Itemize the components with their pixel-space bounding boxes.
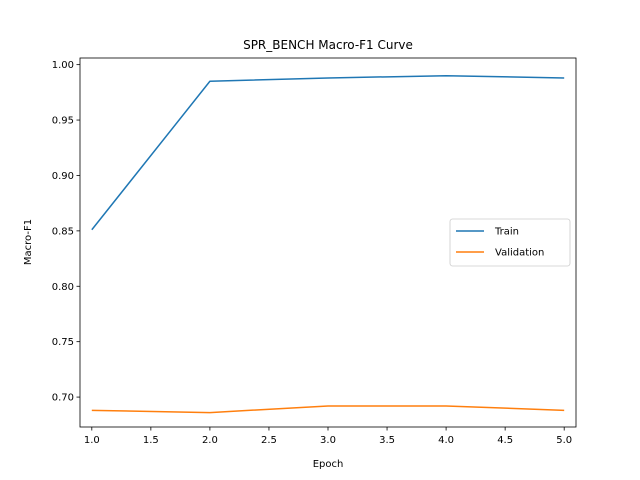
x-tick-label: 3.5 xyxy=(379,435,395,446)
x-tick-label: 3.0 xyxy=(320,435,336,446)
y-tick-label: 0.90 xyxy=(52,171,74,182)
chart-title: SPR_BENCH Macro-F1 Curve xyxy=(243,38,413,52)
x-tick-label: 5.0 xyxy=(556,435,572,446)
y-tick-label: 0.95 xyxy=(52,116,74,127)
x-axis: 1.0 1.5 2.0 2.5 3.0 3.5 4.0 4.5 5.0 xyxy=(84,427,572,446)
x-tick-label: 2.5 xyxy=(261,435,277,446)
series-line-train xyxy=(92,76,564,230)
x-tick-label: 1.0 xyxy=(84,435,100,446)
y-tick-label: 0.75 xyxy=(52,337,74,348)
x-tick-label: 2.0 xyxy=(202,435,218,446)
x-tick-label: 1.5 xyxy=(143,435,159,446)
y-tick-label: 0.85 xyxy=(52,226,74,237)
y-axis: 0.70 0.75 0.80 0.85 0.90 0.95 1.00 xyxy=(52,60,80,403)
x-axis-title: Epoch xyxy=(313,459,344,470)
y-tick-label: 0.70 xyxy=(52,393,74,404)
legend: Train Validation xyxy=(450,219,570,266)
x-tick-label: 4.5 xyxy=(497,435,513,446)
y-tick-label: 1.00 xyxy=(52,60,74,71)
x-tick-label: 4.0 xyxy=(438,435,454,446)
legend-label-train: Train xyxy=(494,227,519,238)
legend-label-validation: Validation xyxy=(495,248,544,259)
series-line-validation xyxy=(92,406,564,413)
y-axis-title: Macro-F1 xyxy=(23,219,34,265)
y-tick-label: 0.80 xyxy=(52,282,74,293)
